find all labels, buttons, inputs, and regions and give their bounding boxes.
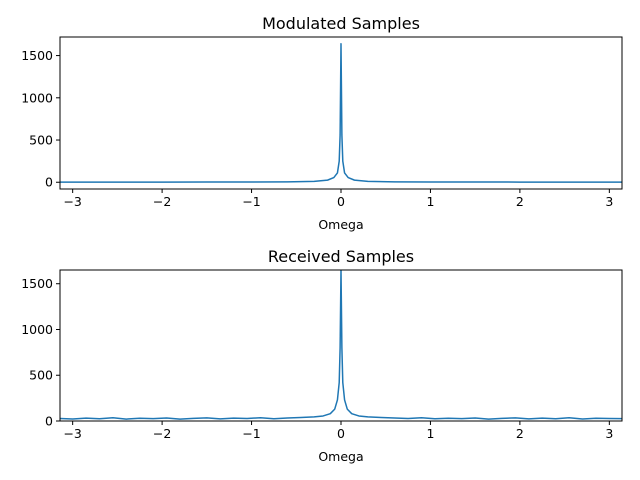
x-tick-label: −3 — [63, 194, 81, 209]
chart-title: Modulated Samples — [262, 14, 420, 33]
x-axis-label: Omega — [318, 217, 363, 232]
chart-title: Received Samples — [268, 247, 414, 266]
x-tick-label: −1 — [242, 426, 260, 441]
x-axis-label: Omega — [318, 449, 363, 464]
x-tick-label: 1 — [426, 194, 434, 209]
x-tick-label: −2 — [153, 426, 171, 441]
y-tick-label: 1000 — [21, 322, 53, 337]
y-tick-label: 0 — [45, 175, 53, 190]
x-tick-label: 2 — [516, 426, 524, 441]
series-line-0 — [60, 43, 622, 183]
chart-received-samples: −3 −2 −1 0 1 2 3 0 500 1000 1500 Received Samples Om… — [21, 247, 623, 464]
x-tick-label: 0 — [337, 194, 345, 209]
x-tick-label: −2 — [153, 194, 171, 209]
y-tick-label: 500 — [29, 133, 53, 148]
series-line-0 — [60, 270, 622, 420]
y-tick-label: 0 — [45, 414, 53, 429]
x-tick-label: −3 — [63, 426, 81, 441]
y-tick-label: 500 — [29, 368, 53, 383]
y-tick-label: 1500 — [21, 48, 53, 63]
x-tick-label: 3 — [605, 194, 613, 209]
y-tick-label: 1500 — [21, 276, 53, 291]
chart-modulated-samples: −3 −2 −1 0 1 2 3 0 500 1000 1500 Modulated Samples O… — [21, 14, 623, 232]
x-tick-label: 1 — [426, 426, 434, 441]
x-tick-label: 2 — [516, 194, 524, 209]
y-tick-label: 1000 — [21, 90, 53, 105]
x-tick-label: 0 — [337, 426, 345, 441]
x-tick-label: 3 — [605, 426, 613, 441]
x-tick-label: −1 — [242, 194, 260, 209]
